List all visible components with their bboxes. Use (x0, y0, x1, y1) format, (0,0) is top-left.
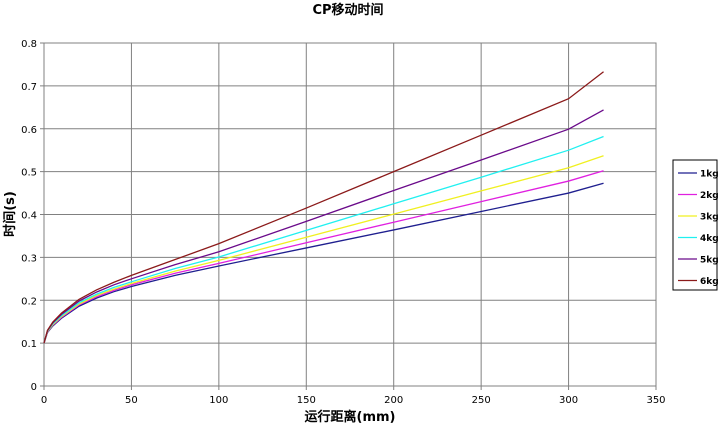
y-tick-label: 0.6 (21, 125, 37, 136)
y-tick-label: 0.4 (21, 211, 37, 222)
x-axis-label: 运行距离(mm) (305, 409, 396, 425)
x-tick-label: 300 (559, 395, 578, 406)
legend: 1kg 2kg 3kg 4kg 5kg 6kg (672, 159, 719, 291)
x-tick-label: 0 (41, 395, 47, 406)
legend-label-2kg: 2kg (700, 191, 719, 201)
tick-labels: 0 50 100 150 200 250 300 350 0 0.1 0.2 0.3 0.4 0.5 0.6… (21, 39, 665, 406)
grid (40, 42, 657, 390)
legend-label-3kg: 3kg (700, 213, 719, 223)
y-tick-label: 0.8 (21, 39, 37, 50)
series-line-4kg (43, 135, 604, 344)
y-axis-label: 时间(s) (2, 191, 18, 237)
y-tick-label: 0.5 (21, 168, 37, 179)
legend-label-5kg: 5kg (700, 256, 719, 266)
y-tick-label: 0 (31, 382, 37, 393)
x-tick-label: 200 (384, 395, 403, 406)
series-line-6kg (43, 71, 604, 344)
legend-label-4kg: 4kg (700, 234, 719, 244)
x-tick-label: 350 (646, 395, 665, 406)
y-tick-label: 0.2 (21, 296, 37, 307)
x-tick-label: 150 (297, 395, 316, 406)
legend-label-1kg: 1kg (700, 170, 719, 180)
y-tick-label: 0.1 (21, 339, 37, 350)
y-tick-label: 0.7 (21, 82, 37, 93)
x-tick-label: 100 (209, 395, 228, 406)
x-tick-label: 50 (125, 395, 138, 406)
series-line-5kg (43, 109, 604, 344)
y-tick-label: 0.3 (21, 253, 37, 264)
legend-box (672, 159, 718, 291)
legend-label-6kg: 6kg (700, 277, 719, 287)
series-lines (43, 71, 604, 344)
chart-title: CP移动时间 (312, 2, 383, 18)
x-tick-label: 250 (472, 395, 491, 406)
